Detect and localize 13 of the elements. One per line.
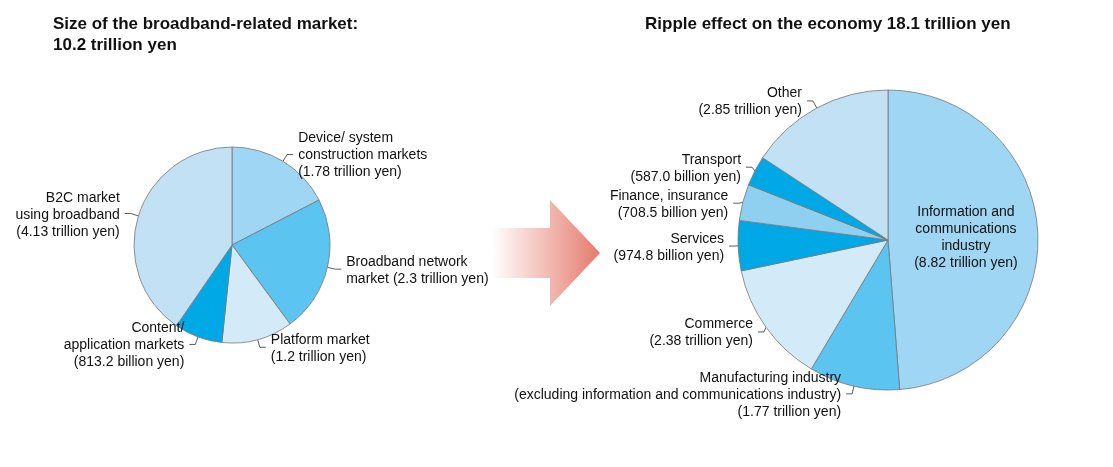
- slice-label: Other (2.85 trillion yen): [698, 84, 803, 118]
- slice-label: Services (974.8 billion yen): [613, 229, 725, 263]
- slice-label: Information and communications industry (8.82 trillion yen): [914, 203, 1018, 271]
- slice-label: Transport (587.0 billion yen): [630, 150, 742, 184]
- slice-label: Device/ system construction markets (1.78 trillion yen): [298, 129, 428, 180]
- slice-label: Platform market (1.2 trillion yen): [270, 330, 370, 364]
- slice-label: Broadband network market (2.3 trillion yen): [346, 252, 489, 286]
- chart-title: Size of the broadband-related market: 10.2 trillion yen: [53, 14, 359, 54]
- slice-label: Content/ application markets (813.2 billion yen): [63, 319, 185, 370]
- slice-label: Finance, insurance (708.5 billion yen): [609, 186, 729, 220]
- chart-title: Ripple effect on the economy 18.1 trillion yen: [645, 14, 1011, 33]
- slice-label: Commerce (2.38 trillion yen): [649, 315, 754, 349]
- slice-label: B2C market using broadband (4.13 trillion yen): [15, 188, 120, 239]
